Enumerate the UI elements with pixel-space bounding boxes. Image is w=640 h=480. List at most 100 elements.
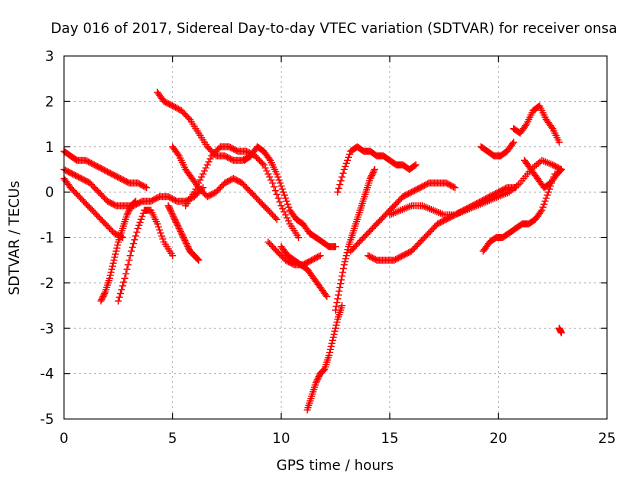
data-point-trail [285,203,293,211]
data-point-trail [334,291,342,299]
data-point-trail [338,173,346,181]
data-point-trail [275,176,283,184]
y-tick-label: 2 [45,94,54,110]
data-point [538,206,546,214]
data-point-trail [332,324,339,332]
data-point-trail [328,339,336,347]
data-point-trail [556,167,564,175]
data-point-trail [539,203,547,211]
data-point-trail [283,197,291,205]
data-point-trail [125,206,133,214]
data-point-trail [346,150,354,158]
series-arc-13 [303,302,346,414]
data-point-trail [196,176,204,184]
data-point-trail [368,170,376,178]
data-point-trail [334,295,342,303]
data-point-trail [273,190,281,198]
data-point-trail [123,265,131,273]
data-point-trail [537,208,545,216]
y-tick-label: 3 [45,49,54,65]
data-point-trail [174,223,182,231]
data-point-trail [185,114,193,122]
data-point-trail [274,194,282,202]
y-tick-label: 0 [45,185,54,201]
data-point-trail [337,280,345,288]
data-point-trail [109,262,117,270]
data-point-trail [108,265,116,273]
data-point-trail [280,191,288,199]
data-point-trail [274,173,282,181]
data-point-trail [279,205,287,213]
data-point [121,274,129,282]
data-point-trail [158,232,166,240]
data-point-trail [156,226,164,234]
data-point-trail [329,336,337,344]
grid [63,55,608,420]
data-point-trail [280,208,288,216]
data-point-trail [205,158,213,166]
data-point-trail [138,212,146,220]
series-arc-12 [277,243,331,300]
data-point [173,220,181,228]
data-point-trail [335,184,343,192]
data-point-trail [276,179,284,187]
data-point-trail [313,377,321,385]
data-point-trail [284,217,292,225]
data-point-trail [192,185,200,193]
data-point-trail [327,342,335,350]
data-point-trail [277,182,285,190]
series-arc-05 [114,206,177,305]
x-tick-label: 5 [168,431,177,447]
data-point [366,175,374,183]
data-point [316,252,324,260]
data-point-trail [101,289,109,297]
data-point [123,211,131,219]
data-point-trail [194,255,202,263]
data-point [169,211,177,219]
data-point [195,256,203,264]
data-point-trail [124,261,132,269]
data-point-trail [320,366,328,374]
series-arc-21 [510,102,563,146]
data-point [164,202,172,210]
data-point [544,188,552,196]
series-arc-08 [164,202,203,264]
data-point-trail [107,268,115,276]
series-arc-20 [477,138,518,160]
data-point-trail [326,348,334,356]
data-point-trail [270,183,278,191]
data-point-trail [169,212,177,220]
data-point-trail [126,252,134,260]
x-tick-label: 25 [598,431,616,447]
data-point [199,170,207,178]
data-point [312,379,320,387]
x-tick-label: 20 [489,431,507,447]
data-point-trail [185,244,193,252]
data-point-trail [271,187,279,195]
data-point-trail [284,200,292,208]
data-point-trail [111,250,119,258]
data-point-trail [174,150,182,158]
data-point-trail [342,255,350,263]
data-point-trail [171,217,179,225]
data-point-trail [168,209,176,217]
data-point [340,165,348,173]
data-point-trail [282,211,290,219]
data-point-trail [206,155,214,163]
data-point-trail [179,234,187,241]
data-point-trail [98,294,106,302]
data-point-trail [557,166,565,174]
data-point-trail [342,159,350,167]
data-point-trail [341,258,349,266]
data-point-trail [282,194,290,202]
data-point-trail [124,208,132,216]
y-tick-label: -3 [40,321,54,337]
data-point-trail [202,164,210,172]
data-point-trail [370,167,378,175]
data-point [555,138,563,146]
series-arc-04 [97,197,140,305]
data-point-trail [124,209,132,217]
data-point [557,329,565,337]
